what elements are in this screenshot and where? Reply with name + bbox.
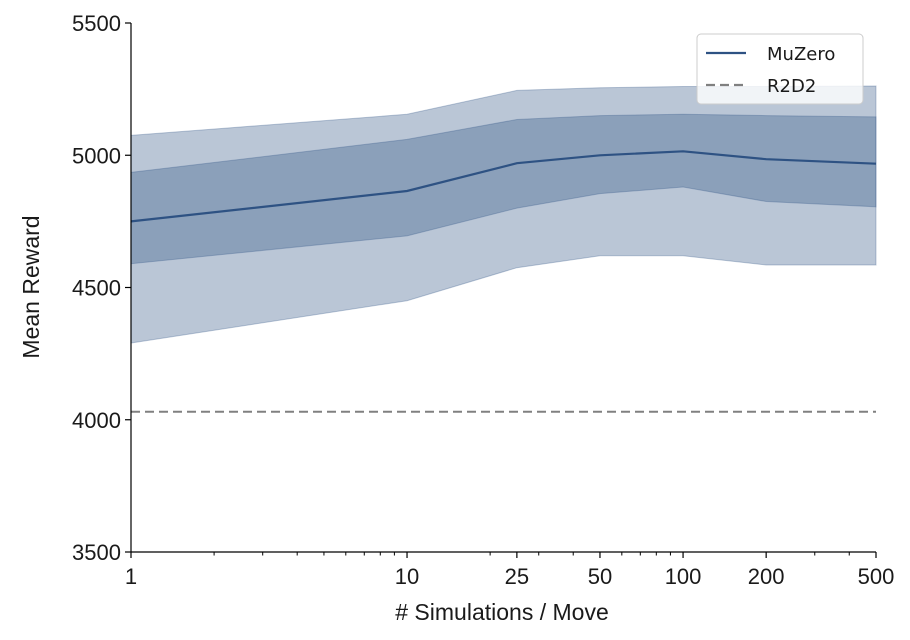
x-tick-label: 50: [588, 564, 612, 589]
x-tick-label: 25: [505, 564, 529, 589]
legend-label-0: MuZero: [767, 44, 835, 65]
x-tick-label: 100: [665, 564, 702, 589]
x-axis-label: # Simulations / Move: [395, 599, 608, 625]
y-tick-label: 3500: [72, 540, 121, 565]
x-tick-label: 200: [748, 564, 785, 589]
x-tick-label: 1: [125, 564, 137, 589]
ticks: 3500 4000 4500 5000 5500 1 10 25 50 100 200 500: [72, 11, 894, 589]
y-tick-label: 4500: [72, 276, 121, 301]
y-tick-label: 5500: [72, 11, 121, 36]
legend-label-1: R2D2: [767, 76, 816, 97]
y-axis-label: Mean Reward: [18, 215, 44, 358]
x-tick-label: 500: [858, 564, 895, 589]
y-tick-label: 5000: [72, 143, 121, 168]
legend: MuZero R2D2: [696, 33, 864, 105]
confidence-bands: [130, 85, 877, 344]
x-tick-label: 10: [395, 564, 419, 589]
y-tick-label: 4000: [72, 408, 121, 433]
legend-box: [696, 33, 864, 105]
outer-band-0: [130, 85, 877, 344]
series-lines: [130, 150, 877, 413]
series-line-0: [130, 150, 877, 223]
